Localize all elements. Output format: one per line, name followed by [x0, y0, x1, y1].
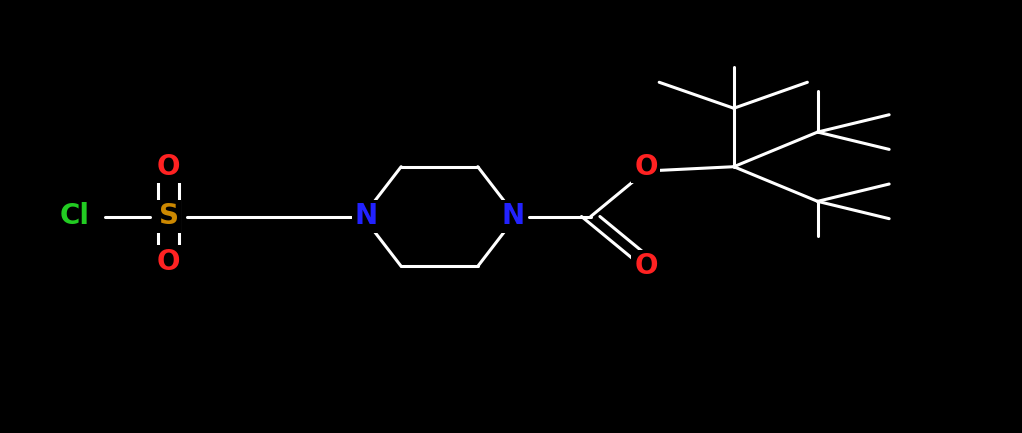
Text: N: N — [502, 203, 524, 230]
Text: Cl: Cl — [59, 203, 90, 230]
Text: O: O — [635, 153, 657, 181]
Text: O: O — [157, 153, 180, 181]
Text: S: S — [158, 203, 179, 230]
Text: N: N — [355, 203, 377, 230]
Text: O: O — [157, 248, 180, 276]
Text: O: O — [635, 252, 657, 280]
